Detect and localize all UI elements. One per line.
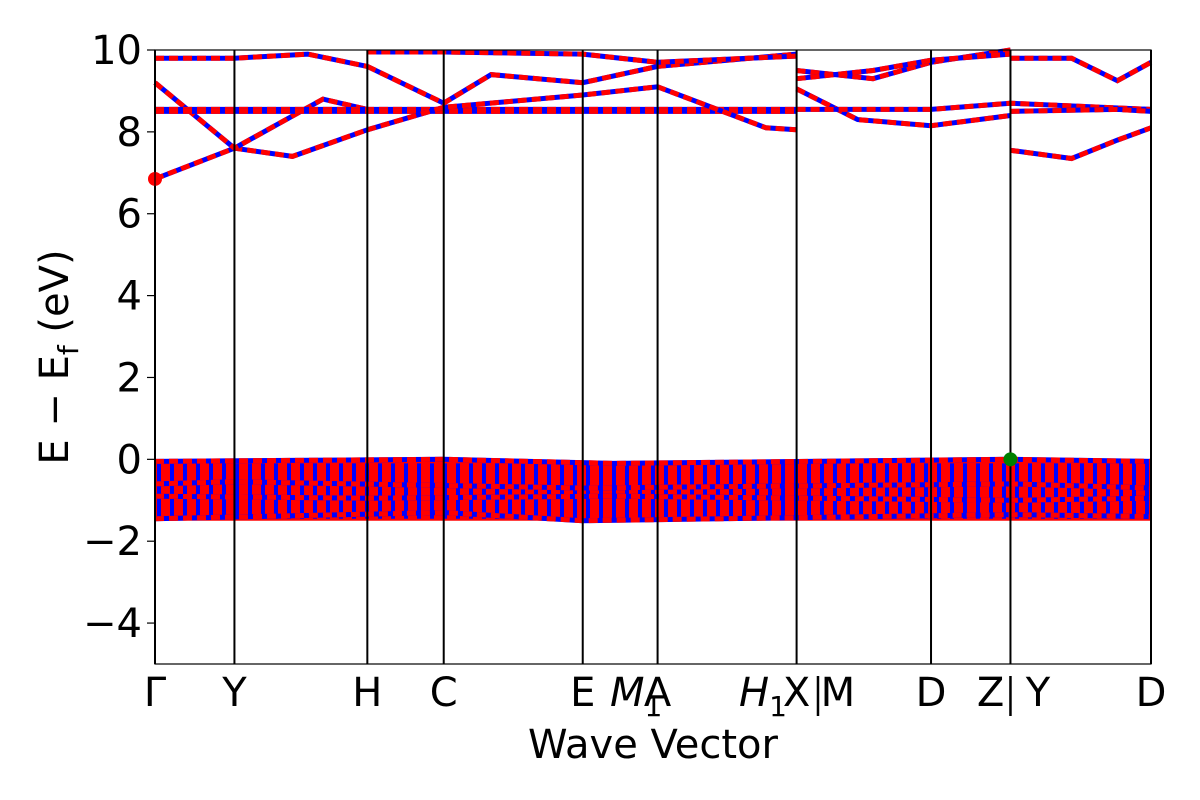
band-line-spin-up bbox=[796, 47, 1011, 82]
band-line-spin-up bbox=[154, 127, 369, 182]
x-tick-label: Y bbox=[1025, 670, 1051, 716]
x-tick-label: D bbox=[1136, 670, 1167, 716]
x-tick-label: Γ bbox=[144, 670, 167, 716]
x-tick-label: M1 bbox=[610, 670, 662, 723]
x-axis-label: Wave Vector bbox=[528, 722, 779, 768]
x-tick-label: D bbox=[916, 670, 947, 716]
band-lines bbox=[153, 47, 1153, 524]
y-axis-label: E − Ef (eV) bbox=[32, 249, 85, 464]
x-tick-label: H1 bbox=[739, 670, 787, 723]
y-tick-label: 8 bbox=[117, 110, 142, 156]
band-line-spin-up bbox=[796, 51, 1011, 82]
band-line-spin-up bbox=[366, 51, 797, 107]
band-line-spin-up bbox=[796, 100, 1152, 112]
plot-frame bbox=[154, 49, 1152, 665]
x-tick-label: Z bbox=[977, 670, 1004, 716]
y-tick-label: 10 bbox=[91, 28, 142, 74]
band-line-spin-up bbox=[154, 456, 1152, 466]
vbm-marker bbox=[1003, 452, 1018, 467]
band-line-spin-up bbox=[155, 51, 368, 69]
x-tick-label: Y bbox=[221, 670, 247, 716]
band-line-spin-up bbox=[1010, 55, 1153, 84]
x-tick-label: A bbox=[644, 670, 672, 716]
band-line-spin-up bbox=[795, 86, 1011, 129]
band-line-spin-up bbox=[154, 493, 1152, 503]
high-symmetry-lines bbox=[154, 50, 1152, 664]
x-tick-label: M bbox=[821, 670, 856, 716]
y-tick-label: 2 bbox=[117, 355, 142, 401]
y-tick-label: 0 bbox=[117, 437, 142, 483]
y-tick-label: −4 bbox=[83, 601, 142, 647]
y-axis: −4 −2 0 2 4 6 8 10 bbox=[83, 28, 155, 647]
x-tick-label: C bbox=[430, 670, 458, 716]
x-tick-label: X bbox=[783, 670, 810, 716]
y-tick-label: 4 bbox=[117, 274, 142, 320]
valence-band-region bbox=[155, 461, 1151, 521]
band-line-spin-down bbox=[153, 80, 368, 152]
x-tick-label: E bbox=[570, 670, 595, 716]
y-tick-label: 6 bbox=[117, 192, 142, 238]
band-line-spin-up bbox=[1010, 106, 1152, 114]
band-line-spin-up bbox=[153, 80, 368, 152]
x-axis: Γ Y H C E M1A H1X M D Z Y D bbox=[144, 670, 1167, 723]
band-line-spin-up bbox=[1010, 125, 1152, 162]
band-line-spin-up bbox=[366, 84, 797, 133]
x-tick-label: H bbox=[352, 670, 382, 716]
band-edge-markers bbox=[148, 171, 1018, 467]
y-tick-label: −2 bbox=[83, 519, 142, 565]
